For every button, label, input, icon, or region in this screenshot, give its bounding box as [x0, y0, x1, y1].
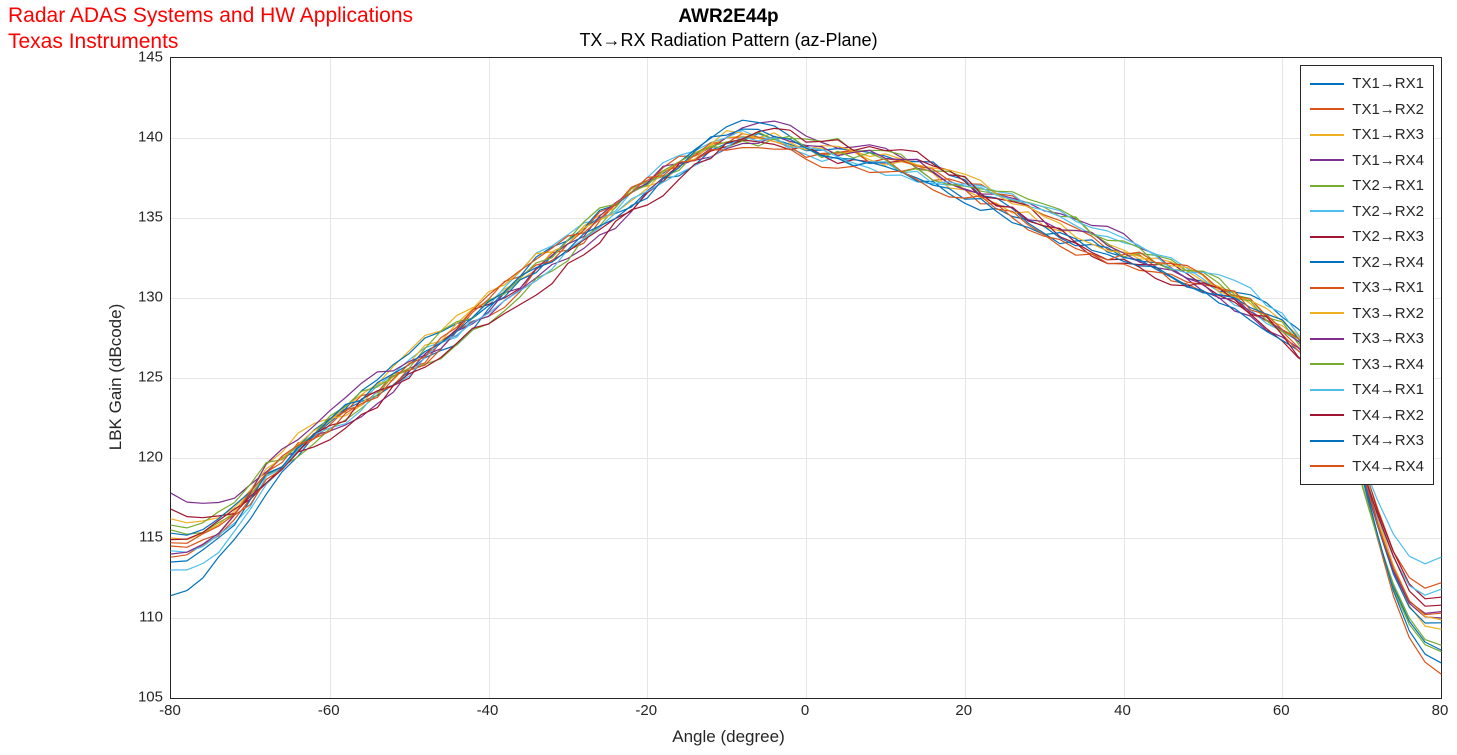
legend-label: TX3→RX4 [1352, 352, 1424, 378]
legend-entry: TX2→RX1 [1310, 173, 1424, 199]
legend-swatch [1310, 83, 1344, 85]
legend-swatch [1310, 440, 1344, 442]
series-line [171, 128, 1441, 606]
legend-label: TX3→RX1 [1352, 275, 1424, 301]
legend-entry: TX1→RX1 [1310, 71, 1424, 97]
legend-label: TX1→RX1 [1352, 71, 1424, 97]
legend-entry: TX3→RX1 [1310, 275, 1424, 301]
legend-label: TX2→RX1 [1352, 173, 1424, 199]
legend-swatch [1310, 210, 1344, 212]
legend-label: TX2→RX4 [1352, 250, 1424, 276]
legend-label: TX2→RX2 [1352, 199, 1424, 225]
legend-swatch [1310, 261, 1344, 263]
legend-label: TX4→RX3 [1352, 428, 1424, 454]
legend-entry: TX3→RX3 [1310, 326, 1424, 352]
legend: TX1→RX1TX1→RX2TX1→RX3TX1→RX4TX2→RX1TX2→R… [1300, 65, 1434, 485]
series-line [171, 138, 1441, 589]
x-tick-label: 40 [1114, 702, 1131, 719]
legend-swatch [1310, 159, 1344, 161]
y-tick-label: 115 [139, 529, 163, 546]
legend-swatch [1310, 185, 1344, 187]
legend-entry: TX4→RX1 [1310, 377, 1424, 403]
legend-label: TX4→RX2 [1352, 403, 1424, 429]
legend-entry: TX2→RX4 [1310, 250, 1424, 276]
series-line [171, 137, 1441, 596]
legend-label: TX2→RX3 [1352, 224, 1424, 250]
legend-label: TX1→RX3 [1352, 122, 1424, 148]
y-tick-label: 135 [138, 209, 163, 226]
series-line [171, 120, 1441, 623]
x-axis-label: Angle (degree) [0, 727, 1457, 747]
series-line [171, 133, 1441, 629]
plot-area: TX1→RX1TX1→RX2TX1→RX3TX1→RX4TX2→RX1TX2→R… [170, 57, 1442, 699]
x-tick-label: -60 [318, 702, 340, 719]
legend-entry: TX4→RX2 [1310, 403, 1424, 429]
legend-swatch [1310, 389, 1344, 391]
series-line [171, 148, 1441, 615]
legend-label: TX1→RX2 [1352, 97, 1424, 123]
series-line [171, 140, 1441, 599]
x-tick-label: 20 [955, 702, 972, 719]
legend-swatch [1310, 465, 1344, 467]
chart-subtitle: TX→RX Radiation Pattern (az-Plane) [0, 30, 1457, 51]
legend-swatch [1310, 338, 1344, 340]
legend-swatch [1310, 134, 1344, 136]
y-tick-label: 110 [139, 609, 163, 626]
legend-label: TX4→RX1 [1352, 377, 1424, 403]
series-line [171, 131, 1441, 564]
legend-entry: TX2→RX2 [1310, 199, 1424, 225]
series-line [171, 132, 1441, 652]
x-tick-label: 0 [801, 702, 809, 719]
x-tick-label: 80 [1432, 702, 1449, 719]
legend-entry: TX1→RX4 [1310, 148, 1424, 174]
legend-swatch [1310, 108, 1344, 110]
x-tick-label: -40 [477, 702, 499, 719]
legend-label: TX3→RX3 [1352, 326, 1424, 352]
legend-swatch [1310, 236, 1344, 238]
legend-swatch [1310, 414, 1344, 416]
legend-entry: TX1→RX2 [1310, 97, 1424, 123]
chart-title: AWR2E44p [0, 6, 1457, 28]
legend-entry: TX4→RX4 [1310, 454, 1424, 480]
y-tick-label: 130 [138, 289, 163, 306]
legend-label: TX1→RX4 [1352, 148, 1424, 174]
legend-label: TX4→RX4 [1352, 454, 1424, 480]
series-line [171, 121, 1441, 618]
y-tick-label: 140 [138, 129, 163, 146]
y-tick-label: 105 [138, 689, 163, 706]
legend-swatch [1310, 312, 1344, 314]
line-series-svg [171, 58, 1441, 698]
legend-entry: TX1→RX3 [1310, 122, 1424, 148]
series-line [171, 136, 1441, 613]
x-tick-label: 60 [1273, 702, 1290, 719]
legend-entry: TX2→RX3 [1310, 224, 1424, 250]
legend-entry: TX3→RX4 [1310, 352, 1424, 378]
legend-entry: TX4→RX3 [1310, 428, 1424, 454]
y-tick-label: 120 [138, 449, 163, 466]
legend-entry: TX3→RX2 [1310, 301, 1424, 327]
series-line [171, 131, 1441, 620]
legend-swatch [1310, 287, 1344, 289]
x-tick-label: -20 [635, 702, 657, 719]
legend-swatch [1310, 363, 1344, 365]
legend-label: TX3→RX2 [1352, 301, 1424, 327]
y-tick-label: 145 [138, 49, 163, 66]
y-axis-label: LBK Gain (dBcode) [106, 304, 126, 450]
y-tick-label: 125 [138, 369, 163, 386]
